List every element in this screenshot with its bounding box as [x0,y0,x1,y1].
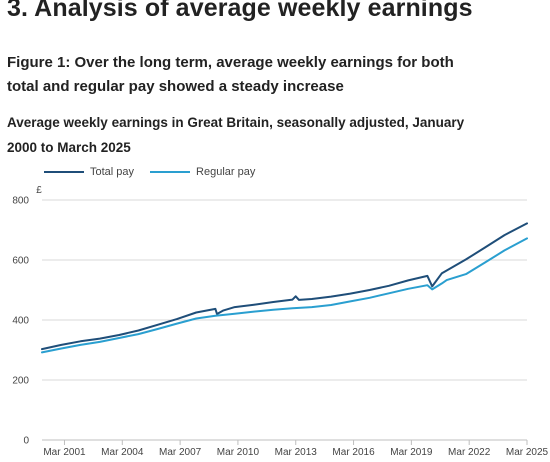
y-tick-label: 600 [12,256,29,267]
chart-legend: Total pay Regular pay [44,166,271,178]
figure-subtitle: Average weekly earnings in Great Britain… [7,115,465,155]
series-layer [41,222,528,354]
figure-title: Figure 1: Over the long term, average we… [7,54,454,95]
x-tick-label: Mar 2019 [390,447,433,458]
series-line-total [41,222,528,351]
legend-label-regular: Regular pay [196,166,256,178]
x-tick-label: Mar 2001 [43,447,86,458]
axis-layer: 0 200 400 600 800 £ Mar 2001 Mar 2004 Mar 2007 Ma… [12,185,548,458]
y-tick-label: 200 [12,376,29,387]
x-tick-label: Mar 2010 [217,447,260,458]
x-tick-label: Mar 2013 [275,447,318,458]
x-tick-label: Mar 2025 [506,447,549,458]
grid-layer [42,199,527,441]
x-tick-label: Mar 2007 [159,447,202,458]
legend-swatch-total [44,171,84,173]
section-title: 3. Analysis of average weekly earnings [7,0,473,22]
y-tick-label: 400 [12,316,29,327]
y-tick-label: 800 [12,196,29,207]
legend-item-total[interactable]: Total pay [44,166,134,178]
x-tick-label: Mar 2022 [448,447,491,458]
x-tick-label: Mar 2004 [101,447,144,458]
legend-item-regular[interactable]: Regular pay [150,166,255,178]
x-tick-label: Mar 2016 [332,447,375,458]
y-tick-label: 0 [23,436,29,447]
y-axis-label: £ [36,185,42,196]
series-line-regular [41,237,528,354]
legend-label-total: Total pay [90,166,135,178]
legend-swatch-regular [150,171,191,173]
